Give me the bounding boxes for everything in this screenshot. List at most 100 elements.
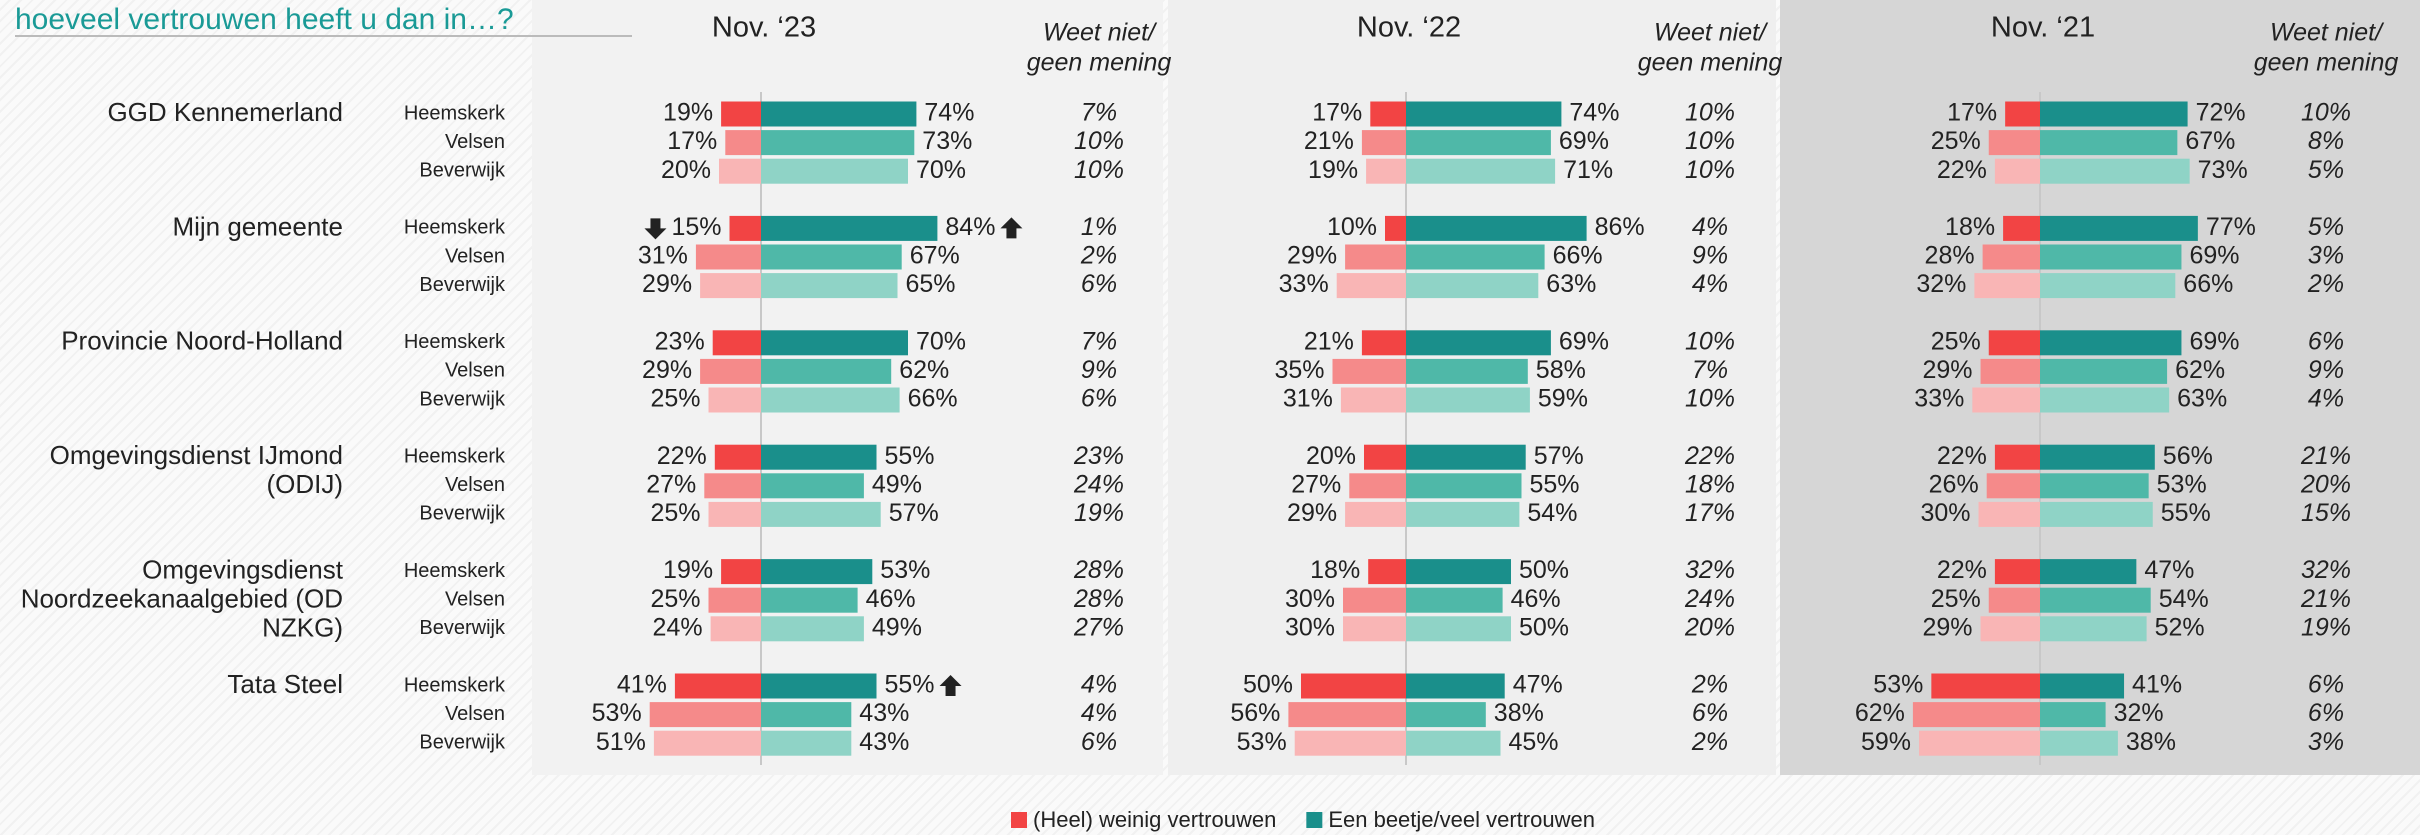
- municipality-label: Beverwijk: [419, 503, 506, 525]
- organization-label: Omgevingsdienst IJmond: [50, 440, 343, 470]
- high-value-label: 47%: [1513, 671, 1563, 699]
- na-value: 6%: [1081, 728, 1117, 756]
- high-bar: [1406, 387, 1530, 413]
- low-value-label: 29%: [642, 356, 692, 384]
- low-value-label: 53%: [592, 699, 642, 727]
- na-title: Weet niet/: [1043, 19, 1158, 47]
- low-value-label: 24%: [653, 613, 703, 641]
- high-value-label: 69%: [1559, 327, 1609, 355]
- na-value: 32%: [1685, 556, 1735, 584]
- high-bar: [1406, 130, 1551, 156]
- low-value-label: 32%: [1916, 270, 1966, 298]
- organization-label: Noordzeekanaalgebied (OD: [21, 583, 343, 613]
- low-bar: [704, 473, 761, 499]
- low-bar: [1994, 158, 2040, 184]
- high-bar: [1406, 158, 1556, 184]
- organization-label: Omgevingsdienst: [142, 554, 344, 584]
- high-value-label: 69%: [1559, 127, 1609, 155]
- low-value-label: 26%: [1929, 470, 1979, 498]
- municipality-label: Heemskerk: [404, 331, 506, 353]
- organization-label: Provincie Noord-Holland: [61, 326, 343, 356]
- low-value-label: 18%: [1310, 556, 1360, 584]
- na-value: 8%: [2308, 127, 2344, 155]
- low-value-label: 31%: [1283, 385, 1333, 413]
- low-bar: [1919, 730, 2040, 756]
- low-bar: [1332, 358, 1406, 384]
- high-bar: [761, 101, 917, 127]
- low-value-label: 25%: [650, 385, 700, 413]
- high-bar: [761, 616, 864, 642]
- municipality-label: Heemskerk: [404, 217, 506, 239]
- na-value: 10%: [1685, 327, 1735, 355]
- high-bar: [1406, 358, 1528, 384]
- na-value: 10%: [1074, 127, 1124, 155]
- high-bar: [761, 387, 900, 413]
- low-bar: [1988, 587, 2040, 613]
- low-bar: [721, 559, 761, 585]
- high-value-label: 50%: [1519, 556, 1569, 584]
- low-bar: [1368, 559, 1406, 585]
- na-value: 2%: [1691, 728, 1728, 756]
- low-value-label: 59%: [1861, 728, 1911, 756]
- low-value-label: 29%: [1287, 242, 1337, 270]
- high-bar: [761, 501, 881, 527]
- low-value-label: 29%: [1287, 499, 1337, 527]
- na-value: 17%: [1685, 499, 1735, 527]
- high-bar: [761, 702, 852, 728]
- low-value-label: 28%: [1925, 242, 1975, 270]
- low-value-label: 29%: [1923, 613, 1973, 641]
- na-value: 3%: [2308, 728, 2344, 756]
- na-value: 2%: [2307, 270, 2344, 298]
- na-value: 4%: [1692, 213, 1728, 241]
- low-value-label: 19%: [663, 99, 713, 127]
- municipality-label: Velsen: [445, 474, 505, 496]
- significance-arrow: [644, 218, 667, 240]
- high-value-label: 54%: [1527, 499, 1577, 527]
- na-value: 10%: [1685, 127, 1735, 155]
- low-value-label: 19%: [1308, 156, 1358, 184]
- na-value: 32%: [2301, 556, 2351, 584]
- low-value-label: 25%: [1931, 127, 1981, 155]
- na-value: 4%: [1081, 699, 1117, 727]
- low-value-label: 22%: [1937, 442, 1987, 470]
- low-value-label: 25%: [650, 499, 700, 527]
- high-bar: [761, 587, 858, 613]
- high-bar: [2040, 215, 2198, 241]
- high-value-label: 66%: [908, 385, 958, 413]
- high-value-label: 46%: [866, 585, 916, 613]
- high-bar: [1406, 559, 1511, 585]
- high-value-label: 73%: [2198, 156, 2248, 184]
- low-value-label: 15%: [671, 213, 721, 241]
- high-value-label: 45%: [1509, 728, 1559, 756]
- high-value-label: 77%: [2206, 213, 2256, 241]
- high-value-label: 74%: [1569, 99, 1619, 127]
- legend-label: (Heel) weinig vertrouwen: [1033, 807, 1276, 832]
- low-value-label: 51%: [596, 728, 646, 756]
- low-value-label: 21%: [1304, 127, 1354, 155]
- high-value-label: 55%: [885, 442, 935, 470]
- high-value-label: 63%: [2177, 385, 2227, 413]
- high-bar: [761, 273, 898, 299]
- high-bar: [1406, 616, 1511, 642]
- na-title: Weet niet/: [2270, 19, 2385, 47]
- significance-arrow: [1000, 217, 1023, 239]
- low-bar: [1370, 101, 1406, 127]
- panel-title: Nov. ‘21: [1991, 12, 2095, 44]
- low-value-label: 20%: [661, 156, 711, 184]
- high-value-label: 55%: [2161, 499, 2211, 527]
- municipality-label: Beverwijk: [419, 274, 506, 296]
- low-bar: [729, 215, 761, 241]
- high-bar: [1406, 101, 1562, 127]
- municipality-label: Heemskerk: [404, 102, 506, 124]
- high-bar: [2040, 501, 2153, 527]
- high-bar: [1406, 444, 1526, 470]
- na-title: geen mening: [2254, 49, 2399, 77]
- legend-swatch: [1011, 812, 1027, 828]
- municipality-label: Beverwijk: [419, 388, 506, 410]
- high-value-label: 38%: [1494, 699, 1544, 727]
- municipality-label: Velsen: [445, 588, 505, 610]
- high-bar: [2040, 587, 2151, 613]
- organization-label: (ODIJ): [266, 469, 343, 499]
- low-bar: [1340, 387, 1406, 413]
